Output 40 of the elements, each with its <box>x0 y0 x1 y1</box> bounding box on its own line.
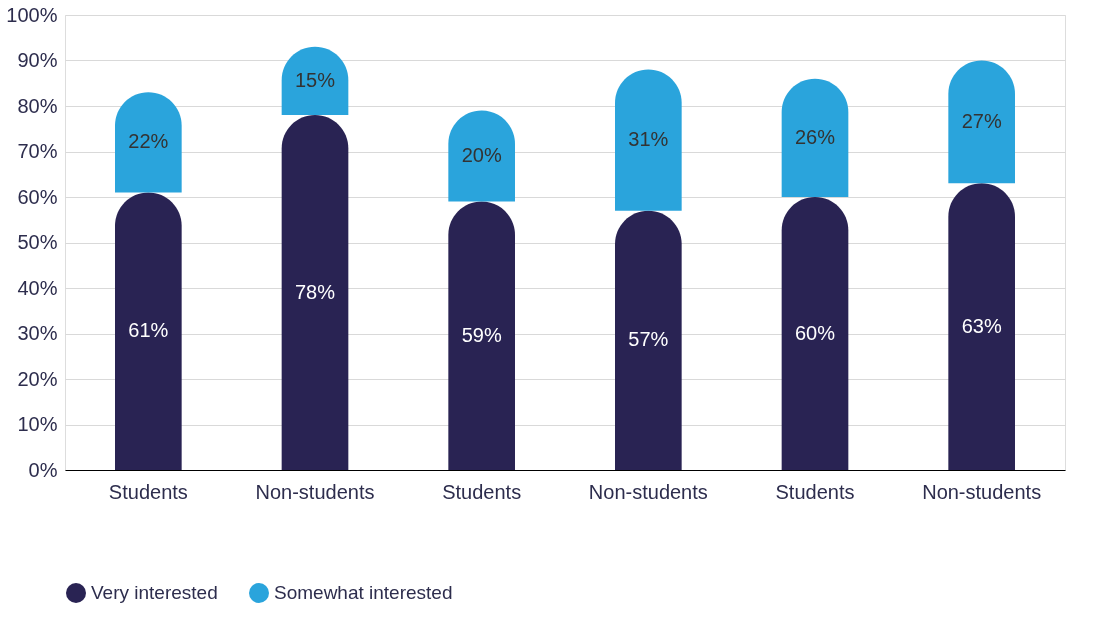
text: 15% <box>294 68 336 91</box>
bar <box>615 210 682 470</box>
text: 31% <box>628 128 669 151</box>
y-tick-label: 70% <box>17 140 58 162</box>
bar <box>781 197 849 470</box>
x-tick-label: Non-students <box>255 480 375 503</box>
bar <box>281 115 349 470</box>
text: 20% <box>461 144 502 167</box>
legend-label: Very interested <box>91 582 218 603</box>
x-tick-label: Students <box>442 480 522 503</box>
text: 61% <box>128 319 169 342</box>
bar <box>948 183 1015 470</box>
bar <box>115 192 182 470</box>
legend-label: Somewhat interested <box>274 582 453 603</box>
x-tick-label: Students <box>775 480 855 503</box>
text: 26% <box>794 125 836 148</box>
bar <box>615 69 682 211</box>
text: 60% <box>794 321 836 344</box>
y-tick-label: 10% <box>17 413 58 435</box>
text: 78% <box>294 280 336 303</box>
y-tick-label: 90% <box>17 49 58 71</box>
text: 63% <box>961 314 1002 337</box>
text: 27% <box>961 109 1002 132</box>
x-tick-label: Non-students <box>922 480 1042 503</box>
bar <box>948 60 1015 184</box>
y-tick-label: 30% <box>17 322 58 344</box>
text: 59% <box>461 323 502 346</box>
y-tick-label: 40% <box>17 276 58 299</box>
bar <box>448 201 515 470</box>
x-tick-label: Students <box>108 480 188 503</box>
text: 22% <box>128 130 169 153</box>
y-tick-label: 60% <box>17 185 58 208</box>
y-tick-label: 20% <box>17 367 58 390</box>
y-tick-label: 50% <box>17 231 58 253</box>
text: 57% <box>628 328 669 351</box>
x-tick-label: Non-students <box>588 480 708 503</box>
bar <box>781 78 849 197</box>
y-tick-label: 100% <box>6 3 58 26</box>
y-tick-label: 80% <box>17 94 58 117</box>
y-tick-label: 0% <box>28 458 58 481</box>
